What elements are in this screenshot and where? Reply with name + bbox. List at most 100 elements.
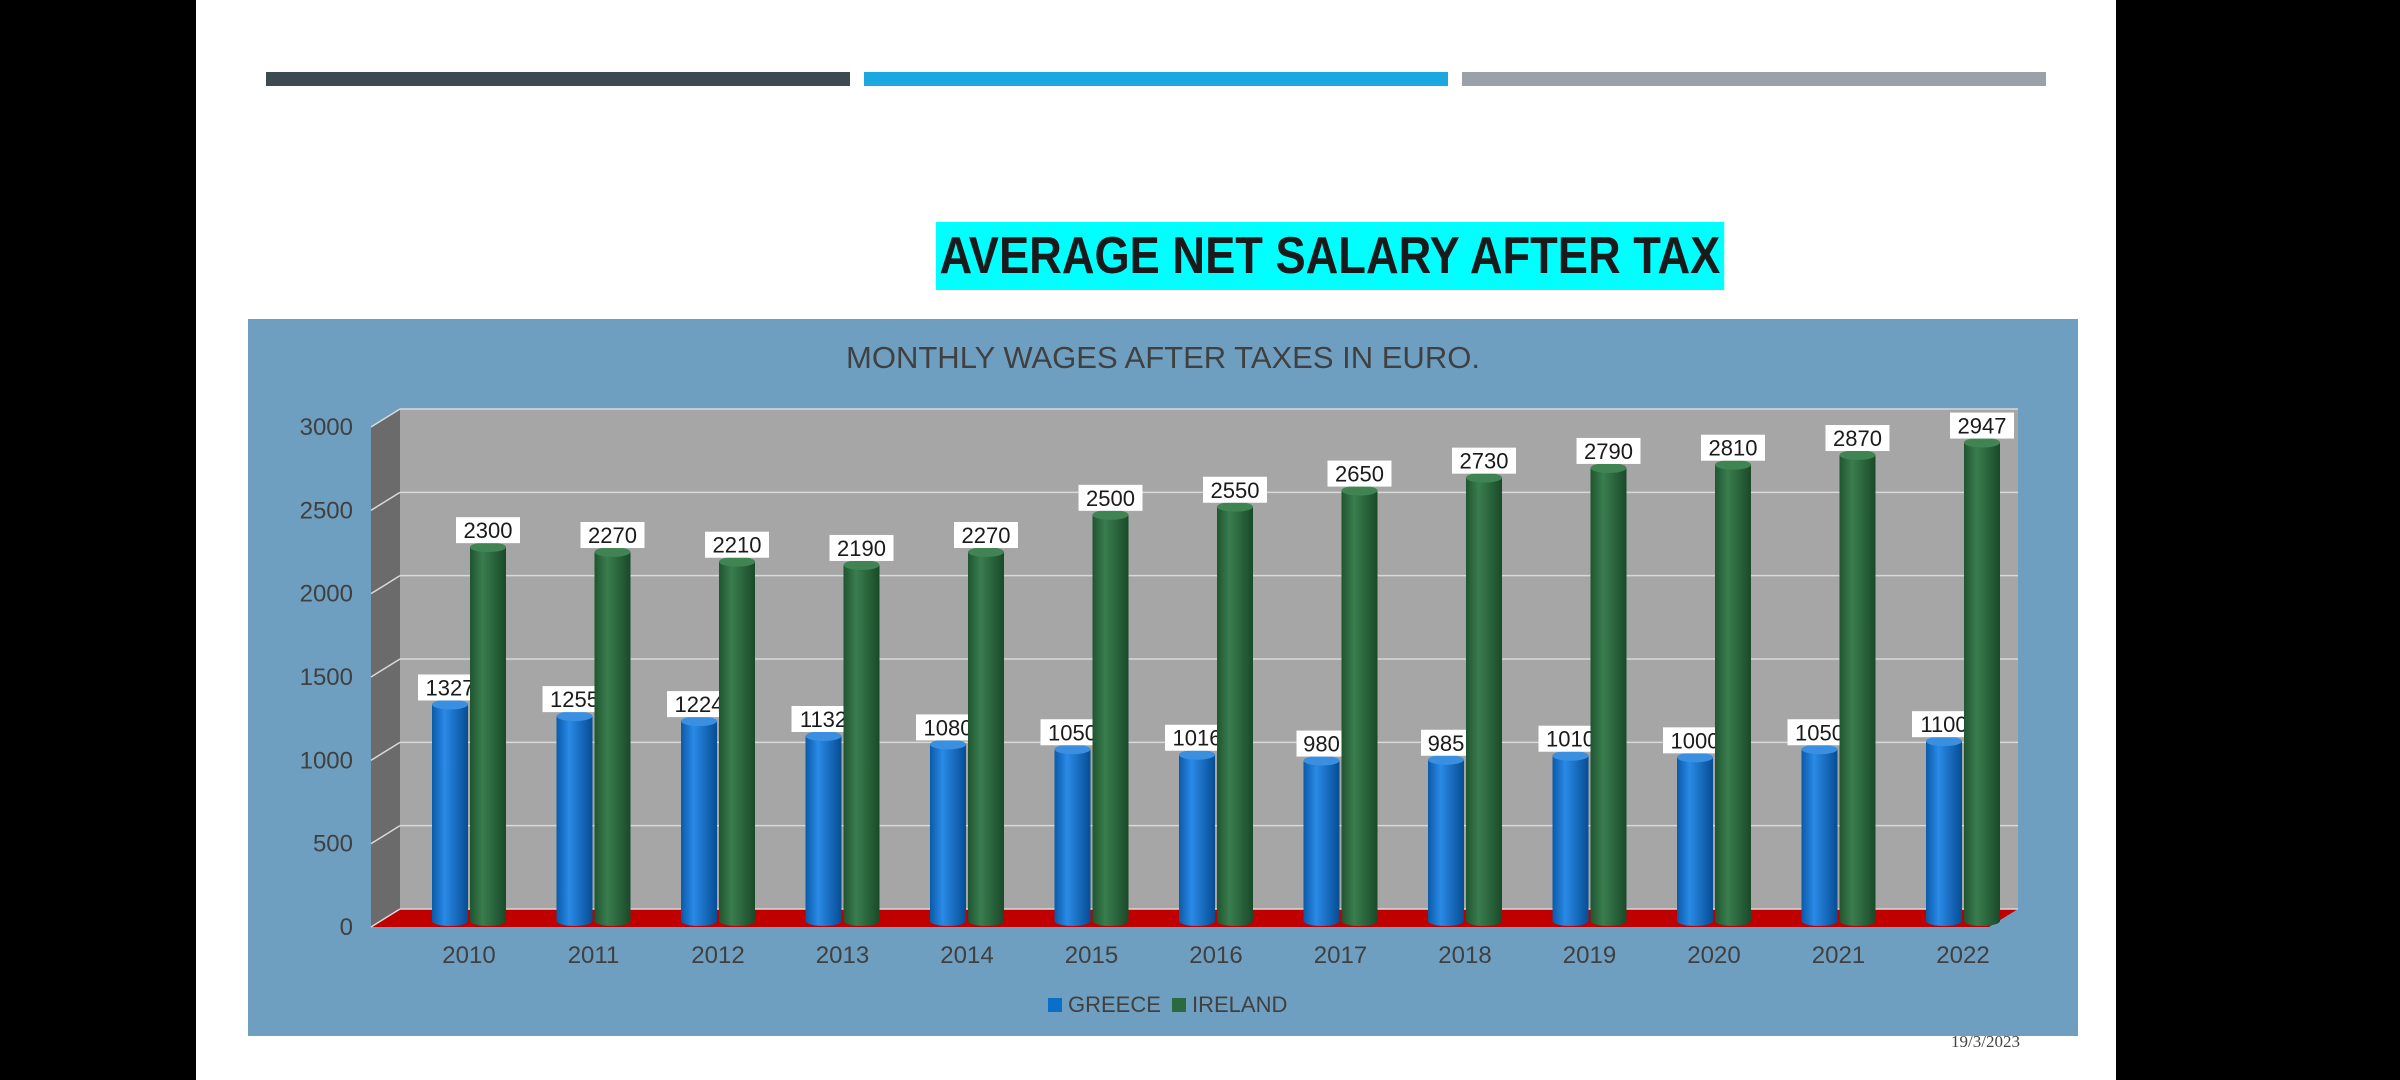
bar-ireland-2014 <box>968 552 1004 926</box>
data-label-bg <box>954 522 1018 549</box>
bar-cap <box>470 542 506 553</box>
bar-ireland-2016 <box>1217 506 1253 926</box>
x-tick-label: 2014 <box>940 942 993 969</box>
bar-cap <box>930 739 966 750</box>
bar-cap <box>968 547 1004 558</box>
bar-cap <box>1341 485 1378 496</box>
y-tick-label: 1000 <box>300 747 353 774</box>
data-label-bg <box>456 517 520 544</box>
bar-greece-2021 <box>1801 749 1838 926</box>
bar-cap <box>556 711 593 722</box>
gridline-side <box>370 575 401 595</box>
bar-cap <box>843 559 880 570</box>
top-accent-bar-blue <box>864 72 1448 86</box>
bar-greece-2020 <box>1677 757 1713 926</box>
data-label-bg <box>1950 412 2014 439</box>
data-label-bg <box>1296 730 1347 757</box>
y-tick-label: 0 <box>340 914 353 941</box>
bar-ireland-2019 <box>1590 467 1627 926</box>
legend-label-ireland: IRELAND <box>1192 992 1287 1017</box>
gridline-side <box>370 658 401 678</box>
bar-cap <box>432 699 468 710</box>
data-label: 2550 <box>1211 478 1260 503</box>
top-accent-bar-dark <box>266 72 850 86</box>
x-tick-label: 2019 <box>1563 942 1616 969</box>
bar-chart: MONTHLY WAGES AFTER TAXES IN EURO. 0 500 1… <box>248 319 2078 1036</box>
x-tick-label: 2011 <box>568 942 620 969</box>
bar-ireland-2010 <box>470 547 506 926</box>
data-label: 1050 <box>1048 720 1097 745</box>
bar-greece-2017 <box>1303 760 1340 926</box>
data-label-bg <box>1825 425 1890 452</box>
slide: AVERAGE NET SALARY AFTER TAX MONTHLY WAG… <box>196 0 2116 1080</box>
data-label: 2190 <box>837 536 886 561</box>
bar-cap <box>1801 744 1838 755</box>
bar-cap <box>1466 472 1502 483</box>
data-label: 2210 <box>713 533 762 558</box>
bar-cap <box>719 556 755 567</box>
bar-cap <box>681 716 717 727</box>
legend-swatch-ireland <box>1172 998 1186 1012</box>
bar-cap <box>1179 749 1215 760</box>
data-label: 1016 <box>1173 726 1222 751</box>
data-label: 1010 <box>1546 727 1595 752</box>
bar-ireland-2021 <box>1839 455 1876 926</box>
x-tick-label: 2012 <box>691 942 744 969</box>
x-tick-label: 2015 <box>1065 942 1118 969</box>
x-tick-label: 2016 <box>1189 942 1242 969</box>
data-label: 2300 <box>464 518 513 543</box>
bar-cap <box>1054 744 1091 755</box>
legend-label-greece: GREECE <box>1068 992 1161 1017</box>
y-tick-label: 2000 <box>300 581 353 608</box>
y-tick-label: 3000 <box>300 414 353 441</box>
bar-greece-2010 <box>432 704 468 926</box>
bar-ireland-2015 <box>1092 514 1129 926</box>
top-accent-bar-gray <box>1462 72 2046 86</box>
data-label: 2810 <box>1709 436 1758 461</box>
bar-ireland-2012 <box>719 561 755 926</box>
gridline-side <box>370 908 401 928</box>
bar-ireland-2020 <box>1715 464 1751 926</box>
data-label: 1224 <box>675 692 724 717</box>
bar-cap <box>1092 509 1129 520</box>
bar-greece-2015 <box>1054 749 1091 926</box>
legend-swatch-greece <box>1048 998 1062 1012</box>
x-tick-label: 2021 <box>1812 942 1865 969</box>
bar-cap <box>1715 459 1751 470</box>
data-label-bg <box>1576 437 1641 464</box>
bar-cap <box>1552 750 1589 761</box>
bar-greece-2012 <box>681 721 717 926</box>
bar-greece-2022 <box>1926 741 1962 926</box>
bar-ireland-2017 <box>1341 490 1378 926</box>
x-tick-label: 2022 <box>1936 942 1989 969</box>
data-label-bg <box>705 531 769 558</box>
bar-cap <box>594 547 631 558</box>
y-axis-ticks: 0 500 1000 1500 2000 2500 3000 <box>300 414 353 941</box>
bar-cap <box>1217 501 1253 512</box>
bar-cap <box>1303 755 1340 766</box>
legend: GREECE IRELAND <box>1048 992 1287 1017</box>
data-label-bg <box>1701 434 1765 461</box>
data-label: 985 <box>1428 731 1465 756</box>
bar-greece-2019 <box>1552 755 1589 926</box>
data-label: 2947 <box>1958 414 2007 439</box>
gridline-side <box>370 491 401 511</box>
x-tick-label: 2013 <box>816 942 869 969</box>
data-label-bg <box>1078 484 1143 511</box>
gridline-side <box>370 408 401 428</box>
data-label: 2270 <box>962 523 1011 548</box>
data-label: 2730 <box>1460 449 1509 474</box>
data-label: 980 <box>1303 732 1340 757</box>
bar-ireland-2018 <box>1466 477 1502 926</box>
data-label: 2270 <box>588 523 637 548</box>
y-tick-label: 1500 <box>300 664 353 691</box>
bar-greece-2016 <box>1179 754 1215 926</box>
data-label: 2870 <box>1833 426 1882 451</box>
x-tick-label: 2010 <box>442 942 495 969</box>
bar-greece-2013 <box>805 735 842 926</box>
data-label-bg <box>580 522 645 549</box>
chart-title: MONTHLY WAGES AFTER TAXES IN EURO. <box>846 340 1480 375</box>
bar-ireland-2013 <box>843 564 880 926</box>
data-label-bg <box>829 534 894 561</box>
data-label: 1080 <box>924 715 973 740</box>
